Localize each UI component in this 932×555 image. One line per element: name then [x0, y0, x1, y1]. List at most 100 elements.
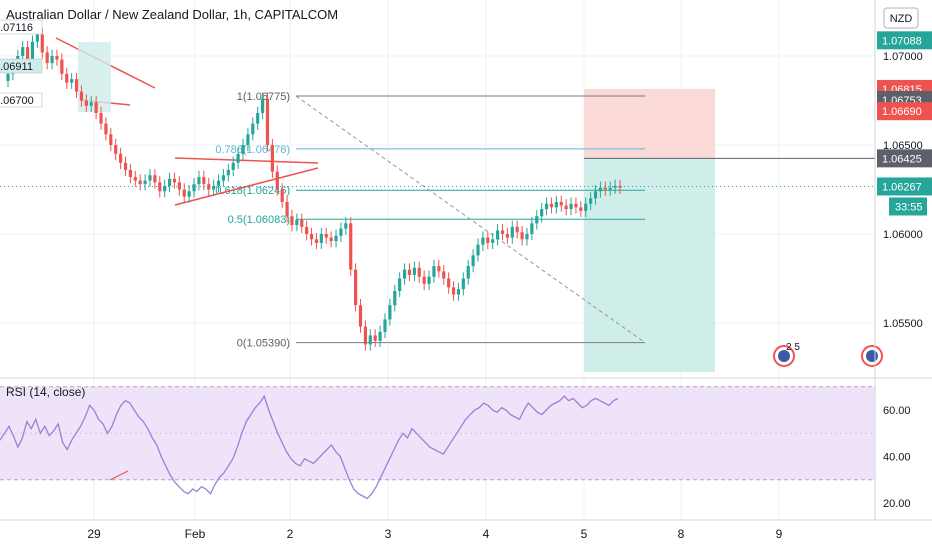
price-tick-label: 1.06000	[883, 229, 923, 241]
candle-body	[202, 177, 206, 185]
candle-body	[192, 184, 196, 192]
candle-body	[535, 216, 539, 224]
candle-body	[236, 153, 240, 163]
candle-body	[388, 305, 392, 320]
candle-body	[148, 175, 152, 181]
candle-body	[260, 98, 265, 113]
candle-body	[593, 191, 598, 199]
candle-body	[128, 169, 132, 178]
price-tag	[877, 31, 932, 50]
candle-body	[295, 219, 299, 226]
candle-body	[486, 237, 490, 243]
candle-body	[40, 34, 44, 53]
candle-body	[280, 189, 284, 202]
candle-body	[241, 145, 245, 154]
candle-body	[363, 326, 368, 345]
candle-body	[133, 177, 137, 181]
candle-body	[94, 102, 98, 113]
candle-body	[603, 187, 607, 190]
rsi-tick-label: 20.00	[883, 498, 911, 510]
candle-body	[349, 223, 353, 270]
candle-body	[520, 232, 524, 240]
candle-body	[182, 189, 186, 197]
candle-body	[123, 162, 128, 170]
time-tick-label: 2	[287, 527, 294, 541]
rsi-trend-line	[109, 470, 129, 481]
candle-body	[231, 162, 235, 170]
price-tag-label: 1.07088	[882, 35, 922, 47]
candle-body	[412, 267, 416, 275]
countdown-label: 33:55	[895, 201, 923, 213]
candle-body	[275, 171, 279, 190]
candle-body	[402, 269, 407, 279]
fib-level-label: 0(1.05390)	[237, 338, 290, 350]
candle-body	[84, 100, 88, 106]
time-tick-label: 9	[776, 527, 783, 541]
candle-body	[476, 244, 480, 256]
fib-level-label: 0.618(1.06246)	[215, 185, 290, 197]
candle-body	[45, 52, 49, 64]
price-tick-label: 1.06500	[883, 140, 923, 152]
candle-body	[368, 335, 372, 345]
candle-body	[216, 180, 221, 186]
rsi-line	[0, 394, 619, 500]
countdown-tag	[889, 197, 927, 216]
left-edge-label-box	[0, 92, 43, 108]
candle-body	[55, 56, 59, 60]
time-tick-label: 5	[581, 527, 588, 541]
rsi-tick-label: 40.00	[883, 452, 911, 464]
candle-body	[515, 226, 519, 233]
left-edge-label-box	[0, 19, 43, 35]
candle-body	[109, 134, 113, 145]
candle-body	[491, 239, 495, 243]
price-tag-label: 1.06425	[882, 153, 922, 165]
candle-body	[6, 73, 10, 81]
left-edge-label: 1.06700	[0, 95, 34, 107]
price-tag	[877, 102, 932, 121]
candle-body	[172, 178, 177, 183]
candle-body	[447, 278, 451, 288]
candle-body	[417, 267, 421, 277]
candle-body	[500, 230, 505, 234]
candle-body	[30, 41, 35, 60]
candle-body	[549, 203, 554, 208]
candle-body	[285, 201, 289, 217]
candle-body	[525, 234, 529, 240]
candle-body	[35, 34, 39, 42]
chart-title: Australian Dollar / New Zealand Dollar, …	[6, 7, 339, 22]
time-tick-label: 4	[483, 527, 490, 541]
candle-body	[427, 276, 431, 284]
candle-body	[608, 187, 612, 190]
flag-icon	[866, 350, 878, 362]
candle-body	[564, 205, 568, 210]
candle-body	[358, 305, 363, 327]
left-edge-label: 1.07116	[0, 22, 33, 34]
candle-body	[510, 226, 514, 238]
candle-body	[138, 180, 142, 185]
candle-body	[319, 234, 323, 243]
candle-body	[354, 269, 358, 306]
candle-body	[471, 255, 475, 267]
candle-body	[569, 203, 573, 210]
candle-body	[505, 234, 509, 238]
candle-body	[461, 278, 465, 290]
price-tag	[877, 149, 932, 168]
candle-body	[544, 203, 549, 210]
candle-body	[300, 219, 304, 227]
price-tick-label: 1.07000	[883, 51, 923, 63]
candle-body	[187, 191, 191, 197]
candle-body	[613, 185, 617, 188]
time-tick-label: 3	[385, 527, 392, 541]
candle-body	[114, 145, 118, 154]
event-label: 2 5	[786, 342, 800, 353]
candle-body	[598, 187, 603, 192]
target-zone	[584, 158, 715, 372]
pattern-line-lower	[174, 167, 319, 206]
candle-body	[530, 223, 534, 234]
candle-body	[334, 235, 338, 242]
price-tick-label: 1.05500	[883, 318, 923, 330]
candle-body	[378, 331, 382, 341]
highlight-box	[78, 42, 111, 112]
candle-body	[329, 237, 333, 242]
candle-body	[270, 145, 274, 172]
